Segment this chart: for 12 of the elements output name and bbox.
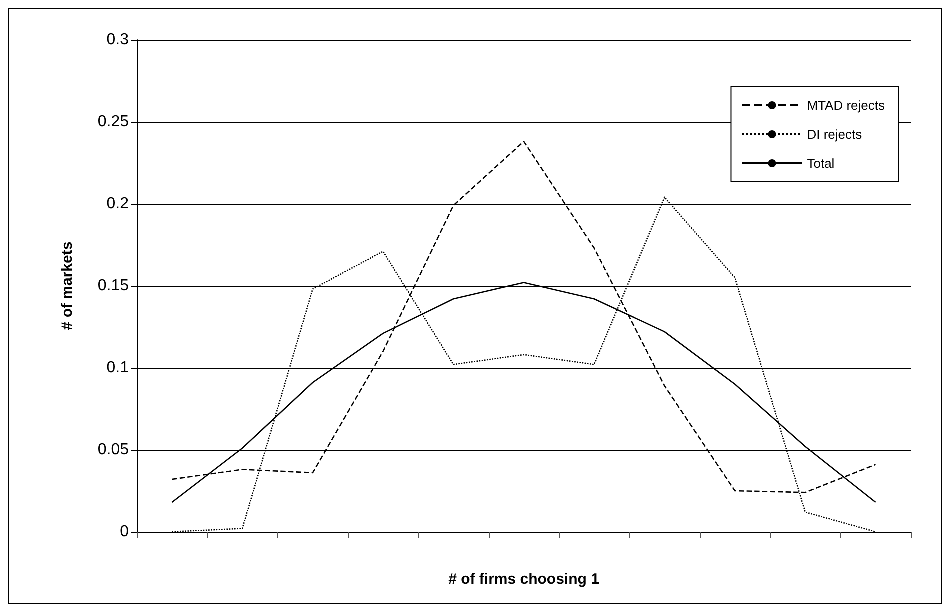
legend-label: DI rejects: [807, 127, 863, 142]
y-axis-title: # of markets: [59, 242, 76, 330]
legend-label: Total: [807, 156, 835, 171]
legend-label: MTAD rejects: [807, 98, 886, 113]
y-tick-label: 0.15: [98, 278, 130, 294]
y-tick-label: 0.2: [106, 196, 130, 212]
y-tick-label: 0: [120, 524, 130, 540]
y-tick-label: 0.05: [98, 442, 130, 458]
x-axis-title: # of firms choosing 1: [448, 571, 600, 588]
y-tick-label: 0.25: [98, 114, 130, 130]
y-tick-label: 0.1: [106, 360, 130, 376]
y-tick-label: 0.3: [106, 32, 130, 48]
